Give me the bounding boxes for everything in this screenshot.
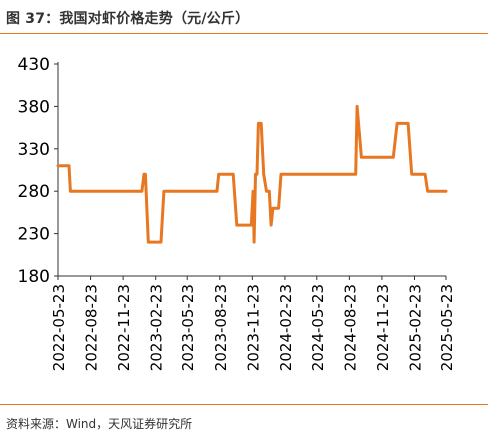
y-tick-label: 380 (18, 97, 50, 117)
x-tick-label: 2023-08-23 (212, 284, 230, 371)
price-series-line (56, 104, 448, 244)
source-divider (0, 404, 488, 405)
figure-title: 图 37：我国对虾价格走势（元/公斤） (6, 11, 250, 27)
x-tick-label: 2024-02-23 (277, 284, 295, 371)
x-tick-label: 2023-05-23 (179, 284, 197, 371)
x-tick-label: 2022-08-23 (83, 284, 101, 371)
x-tick-label: 2022-11-23 (115, 284, 133, 371)
y-tick-label: 430 (18, 55, 50, 75)
x-tick-label: 2024-05-23 (309, 284, 327, 371)
x-tick-label: 2024-11-23 (374, 284, 392, 371)
x-tick-label: 2024-08-23 (341, 284, 359, 371)
title-divider (0, 33, 488, 34)
x-axis: 2022-05-23 2022-08-23 2022-11-23 2023-02-23… (50, 275, 456, 371)
x-tick-label: 2025-02-23 (406, 284, 424, 371)
source-note: 资料来源：Wind，天风证券研究所 (6, 417, 193, 431)
y-tick-label: 230 (18, 225, 50, 245)
x-tick-label: 2022-05-23 (50, 284, 68, 371)
y-axis: 180 230 280 330 380 430 (18, 55, 59, 287)
y-tick-label: 280 (18, 182, 50, 202)
series-layer (56, 104, 448, 244)
y-tick-label: 180 (18, 267, 50, 287)
x-tick-label: 2023-11-23 (244, 284, 262, 371)
x-tick-label: 2023-02-23 (148, 284, 166, 371)
x-tick-label: 2025-05-23 (438, 284, 456, 371)
y-tick-label: 330 (18, 140, 50, 160)
